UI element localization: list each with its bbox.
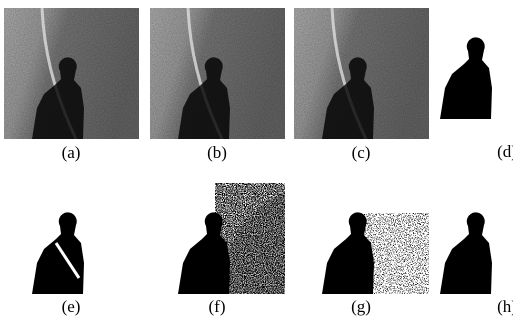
panel-label: (c) bbox=[352, 143, 371, 162]
panel-label: (g) bbox=[351, 297, 371, 316]
image-panel bbox=[4, 183, 139, 294]
panel-label: (e) bbox=[62, 297, 81, 316]
panel-label: (a) bbox=[62, 143, 81, 162]
image-panel bbox=[440, 8, 513, 139]
image-panel bbox=[294, 183, 429, 294]
image-panel bbox=[150, 8, 285, 139]
image-panel bbox=[440, 183, 513, 294]
image-panel bbox=[294, 8, 429, 139]
panel-label: (f) bbox=[209, 297, 226, 316]
panel-label: (b) bbox=[207, 143, 227, 162]
image-panel bbox=[4, 8, 139, 139]
panel-label: (h) bbox=[497, 297, 513, 316]
panel-label: (d) bbox=[497, 142, 513, 161]
image-panel bbox=[150, 183, 285, 294]
figure: (a) (b) (c) (d) (e) (f) (g) (h) bbox=[0, 0, 513, 320]
grass-specks bbox=[364, 213, 429, 294]
